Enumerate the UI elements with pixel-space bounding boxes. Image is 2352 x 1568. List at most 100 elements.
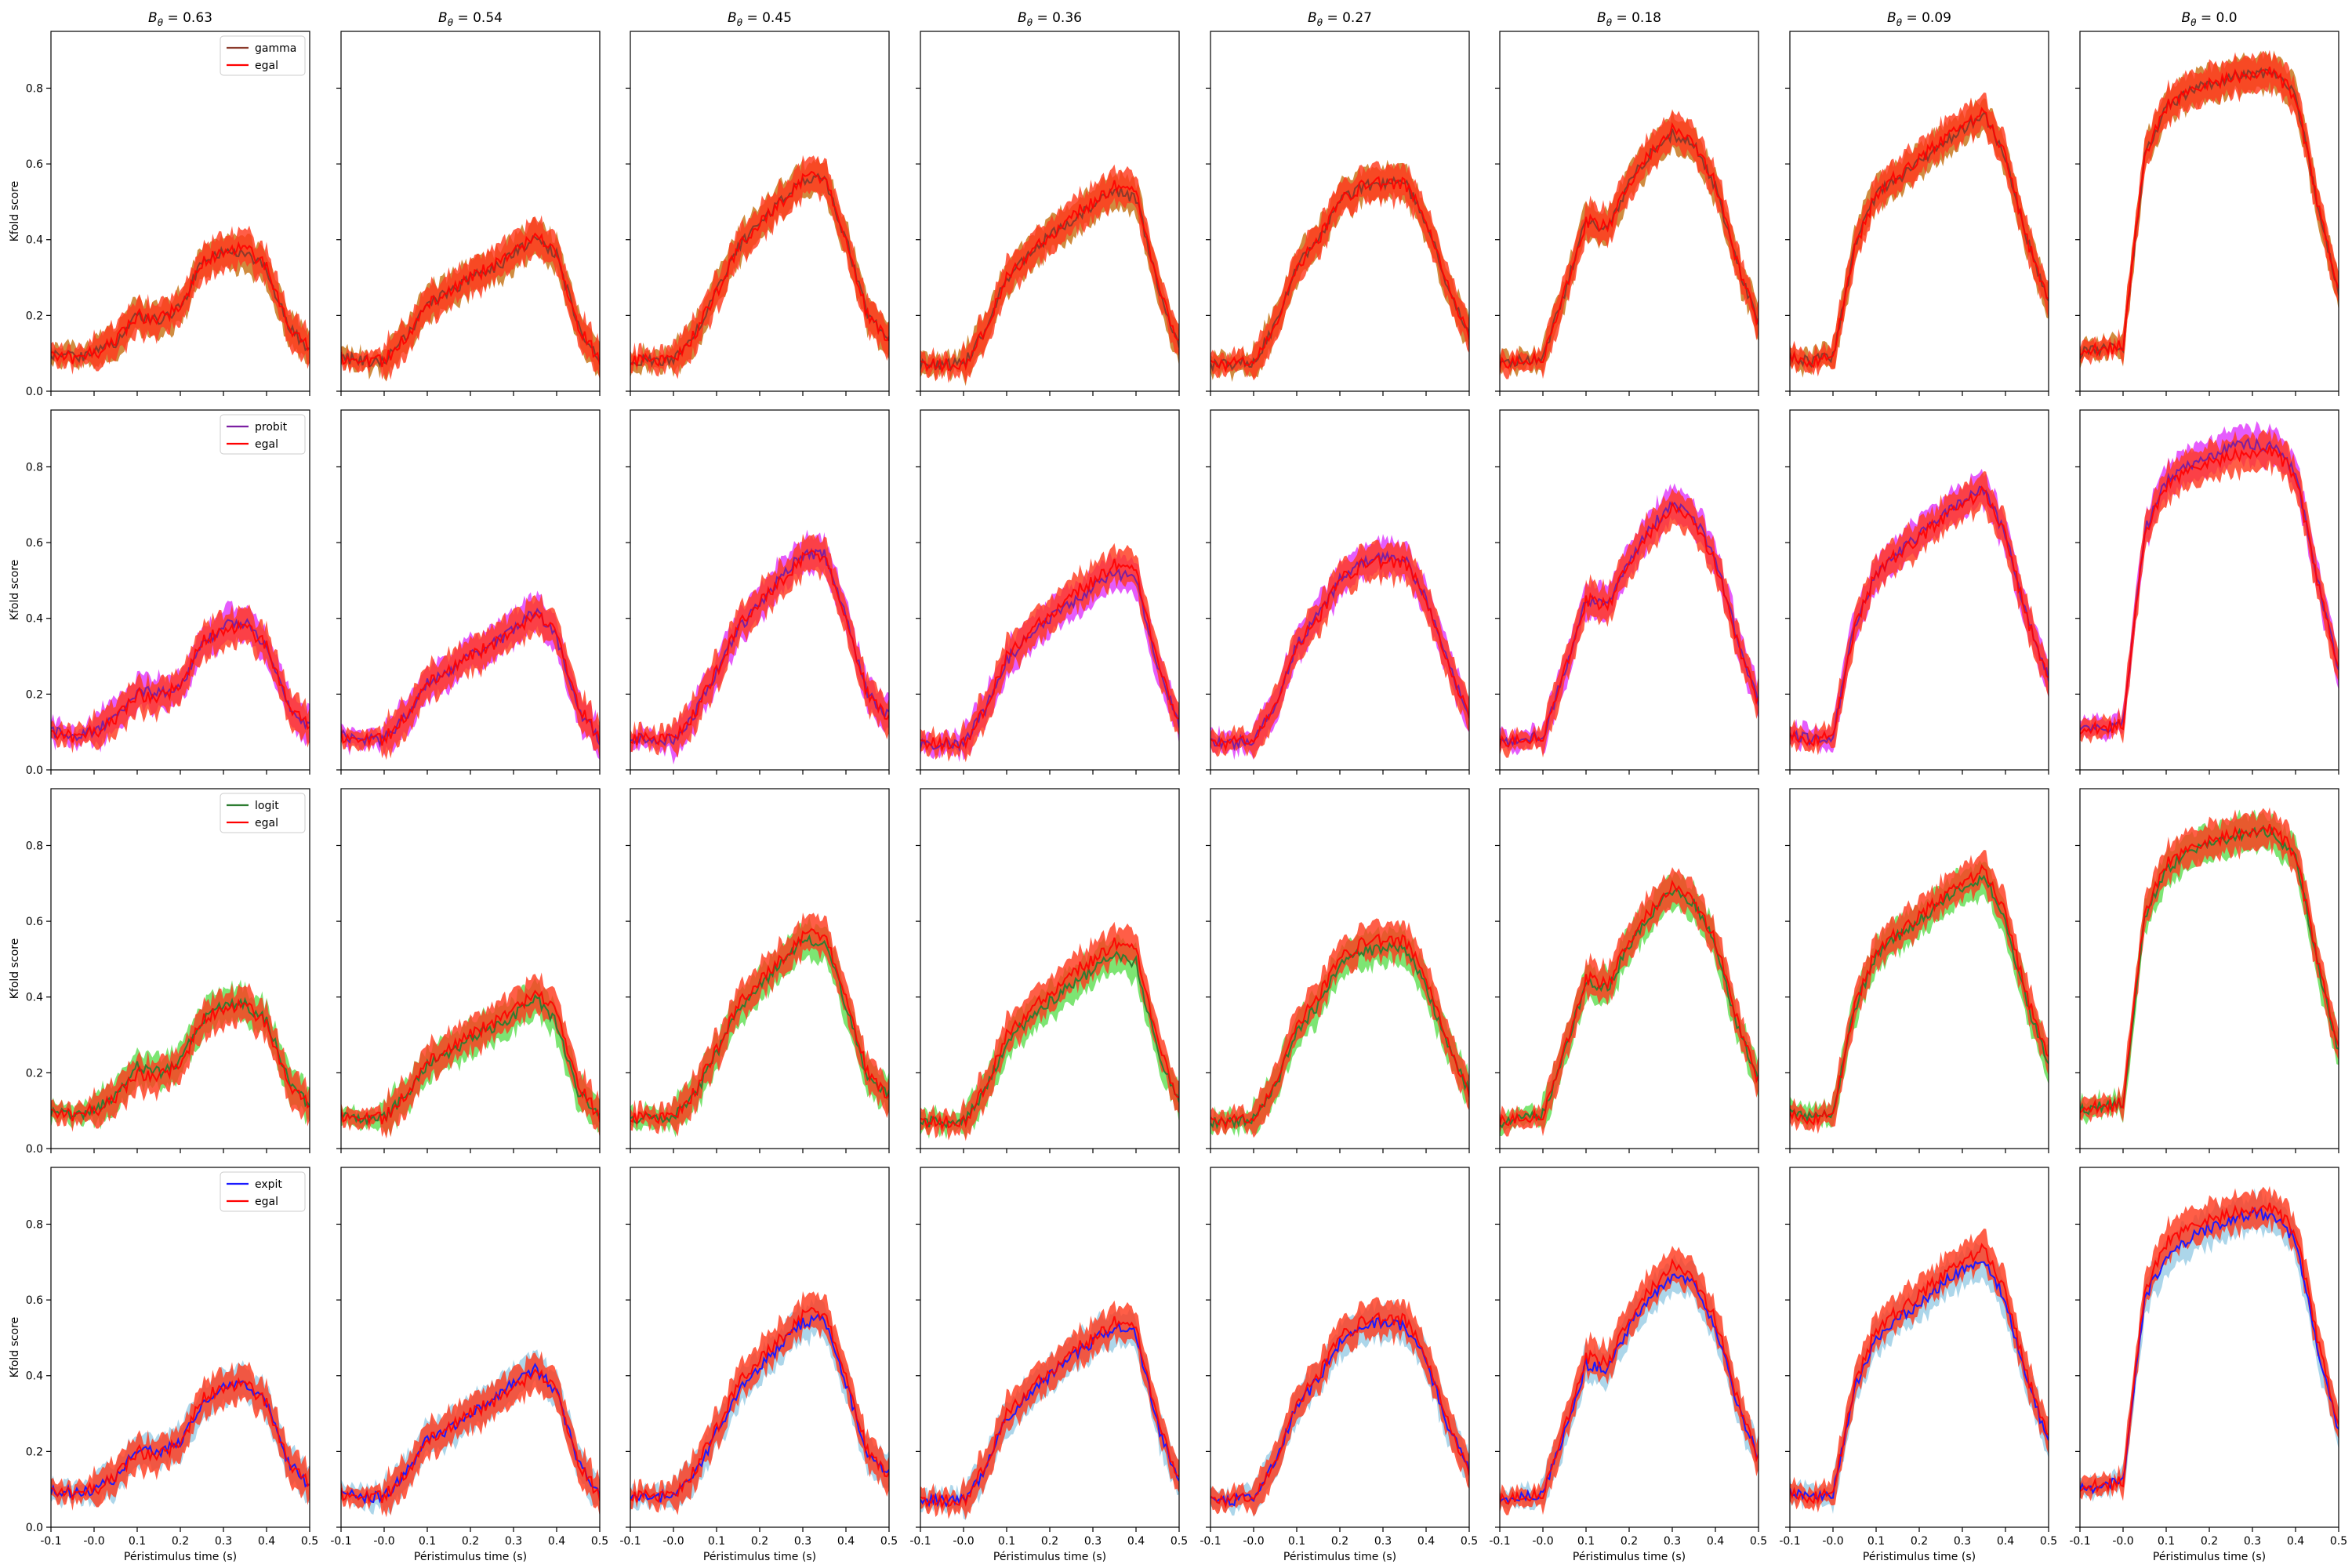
- y-tick-label: 0.0: [26, 386, 43, 398]
- line-egal: [51, 619, 310, 743]
- panel-r0-c7: [2075, 31, 2339, 396]
- panel-r3-c0: 0.0 0.2 0.4 0.6 0.8 -0.1 -0.0 0.1 0.2 0.3 0.4 0.5 Kf…: [9, 1167, 318, 1563]
- panel-r3-c2: -0.1 -0.0 0.1 0.2 0.3 0.4 0.5 Péristimulus time…: [619, 1167, 898, 1563]
- line-egal: [341, 1368, 600, 1504]
- x-tick-label: 0.1: [1577, 1535, 1595, 1548]
- x-tick-label: 0.1: [2158, 1535, 2175, 1548]
- line-egal: [920, 1316, 1179, 1510]
- line-logit: [1210, 941, 1469, 1130]
- x-tick-label: 0.2: [172, 1535, 189, 1548]
- x-tick-label: 0.1: [708, 1535, 725, 1548]
- panel-r3-c5: -0.1 -0.0 0.1 0.2 0.3 0.4 0.5 Péristimulus time…: [1489, 1167, 1767, 1563]
- x-tick-label: -0.1: [619, 1535, 641, 1548]
- x-tick-label: 0.3: [505, 1535, 522, 1548]
- x-tick-label: -0.0: [1243, 1535, 1264, 1548]
- panel-r3-c3: -0.1 -0.0 0.1 0.2 0.3 0.4 0.5 Péristimulus time…: [909, 1167, 1188, 1563]
- band-probit: [1500, 483, 1759, 756]
- y-tick-label: 0.6: [26, 1294, 43, 1307]
- band-egal: [630, 912, 889, 1137]
- legend: logit egal: [220, 793, 306, 833]
- x-axis-label: Péristimulus time (s): [1283, 1551, 1396, 1563]
- legend-label: egal: [255, 817, 278, 829]
- column-title-2: Bθ = 0.45: [728, 10, 792, 28]
- x-tick-label: 0.4: [2287, 1535, 2304, 1548]
- x-tick-label: 0.5: [2040, 1535, 2057, 1548]
- line-expit: [920, 1322, 1179, 1508]
- x-tick-label: 0.4: [258, 1535, 275, 1548]
- panel-r2-c0: 0.0 0.2 0.4 0.6 0.8 Kfold score logit egal: [9, 788, 310, 1156]
- band-egal: [630, 154, 889, 379]
- panel-r0-c2: [626, 31, 890, 396]
- band-egal: [51, 225, 310, 375]
- panel-r0-c1: [336, 31, 601, 396]
- line-egal: [1790, 864, 2049, 1127]
- panel-r2-c7: [2075, 788, 2339, 1153]
- x-tick-label: 0.1: [1288, 1535, 1305, 1548]
- y-axis-label: Kfold score: [9, 181, 21, 242]
- x-tick-label: 0.5: [591, 1535, 608, 1548]
- panel-r1-c1: [336, 409, 601, 775]
- x-tick-label: -0.1: [1779, 1535, 1800, 1548]
- x-tick-label: 0.2: [462, 1535, 479, 1548]
- x-tick-label: 0.4: [1997, 1535, 2014, 1548]
- panel-r2-c2: [626, 788, 890, 1153]
- x-tick-label: -0.1: [330, 1535, 351, 1548]
- x-axis-label: Péristimulus time (s): [414, 1551, 527, 1563]
- line-egal: [1500, 1258, 1759, 1505]
- x-tick-label: 0.4: [548, 1535, 565, 1548]
- x-tick-label: -0.1: [909, 1535, 931, 1548]
- y-tick-label: 0.0: [26, 1522, 43, 1534]
- panel-r3-c7: -0.1 -0.0 0.1 0.2 0.3 0.4 0.5 Péristimulus time…: [2069, 1167, 2347, 1563]
- x-tick-label: -0.0: [1532, 1535, 1553, 1548]
- line-egal: [630, 549, 889, 746]
- y-tick-label: 0.4: [26, 613, 43, 626]
- y-tick-label: 0.8: [26, 461, 43, 474]
- panel-r1-c6: [1785, 409, 2049, 775]
- line-expit: [51, 1380, 310, 1499]
- x-tick-label: 0.5: [1171, 1535, 1188, 1548]
- y-tick-label: 0.0: [26, 1143, 43, 1156]
- y-tick-label: 0.6: [26, 158, 43, 171]
- line-egal: [1790, 485, 2049, 748]
- legend-label: egal: [255, 1196, 278, 1208]
- line-probit: [920, 568, 1179, 753]
- band-egal: [920, 1300, 1179, 1520]
- x-axis-label: Péristimulus time (s): [124, 1551, 237, 1563]
- legend-label: egal: [255, 60, 278, 72]
- panel-r2-c4: [1206, 788, 1470, 1153]
- line-logit: [341, 993, 600, 1127]
- x-axis-label: Péristimulus time (s): [703, 1551, 816, 1563]
- x-tick-label: 0.2: [2201, 1535, 2218, 1548]
- column-title-1: Bθ = 0.54: [438, 10, 503, 28]
- line-expit: [2080, 1207, 2339, 1495]
- line-expit: [1790, 1260, 2049, 1502]
- x-tick-label: -0.0: [953, 1535, 974, 1548]
- line-egal: [1500, 500, 1759, 748]
- line-egal: [341, 611, 600, 747]
- x-tick-label: 0.3: [215, 1535, 232, 1548]
- line-egal: [1500, 879, 1759, 1127]
- x-tick-label: -0.0: [1822, 1535, 1843, 1548]
- y-tick-label: 0.2: [26, 1067, 43, 1080]
- panel-r3-c4: -0.1 -0.0 0.1 0.2 0.3 0.4 0.5 Péristimulus time…: [1200, 1167, 1478, 1563]
- panel-r1-c5: [1495, 409, 1759, 775]
- x-tick-label: 0.4: [837, 1535, 855, 1548]
- x-tick-label: -0.1: [1200, 1535, 1221, 1548]
- x-tick-label: -0.1: [1489, 1535, 1510, 1548]
- column-title-5: Bθ = 0.18: [1597, 10, 1661, 28]
- column-title-0: Bθ = 0.63: [148, 10, 212, 28]
- x-tick-label: 0.3: [1374, 1535, 1392, 1548]
- panel-r1-c3: [916, 409, 1180, 775]
- x-tick-label: 0.3: [1664, 1535, 1681, 1548]
- x-tick-label: 0.2: [751, 1535, 768, 1548]
- line-egal: [1500, 122, 1759, 369]
- x-tick-label: 0.3: [794, 1535, 811, 1548]
- line-expit: [630, 1312, 889, 1503]
- line-egal: [1790, 107, 2049, 369]
- line-egal: [341, 989, 600, 1126]
- band-egal: [1790, 93, 2049, 377]
- x-tick-label: 0.1: [129, 1535, 146, 1548]
- x-tick-label: 0.1: [1867, 1535, 1885, 1548]
- line-gamma: [1500, 128, 1759, 369]
